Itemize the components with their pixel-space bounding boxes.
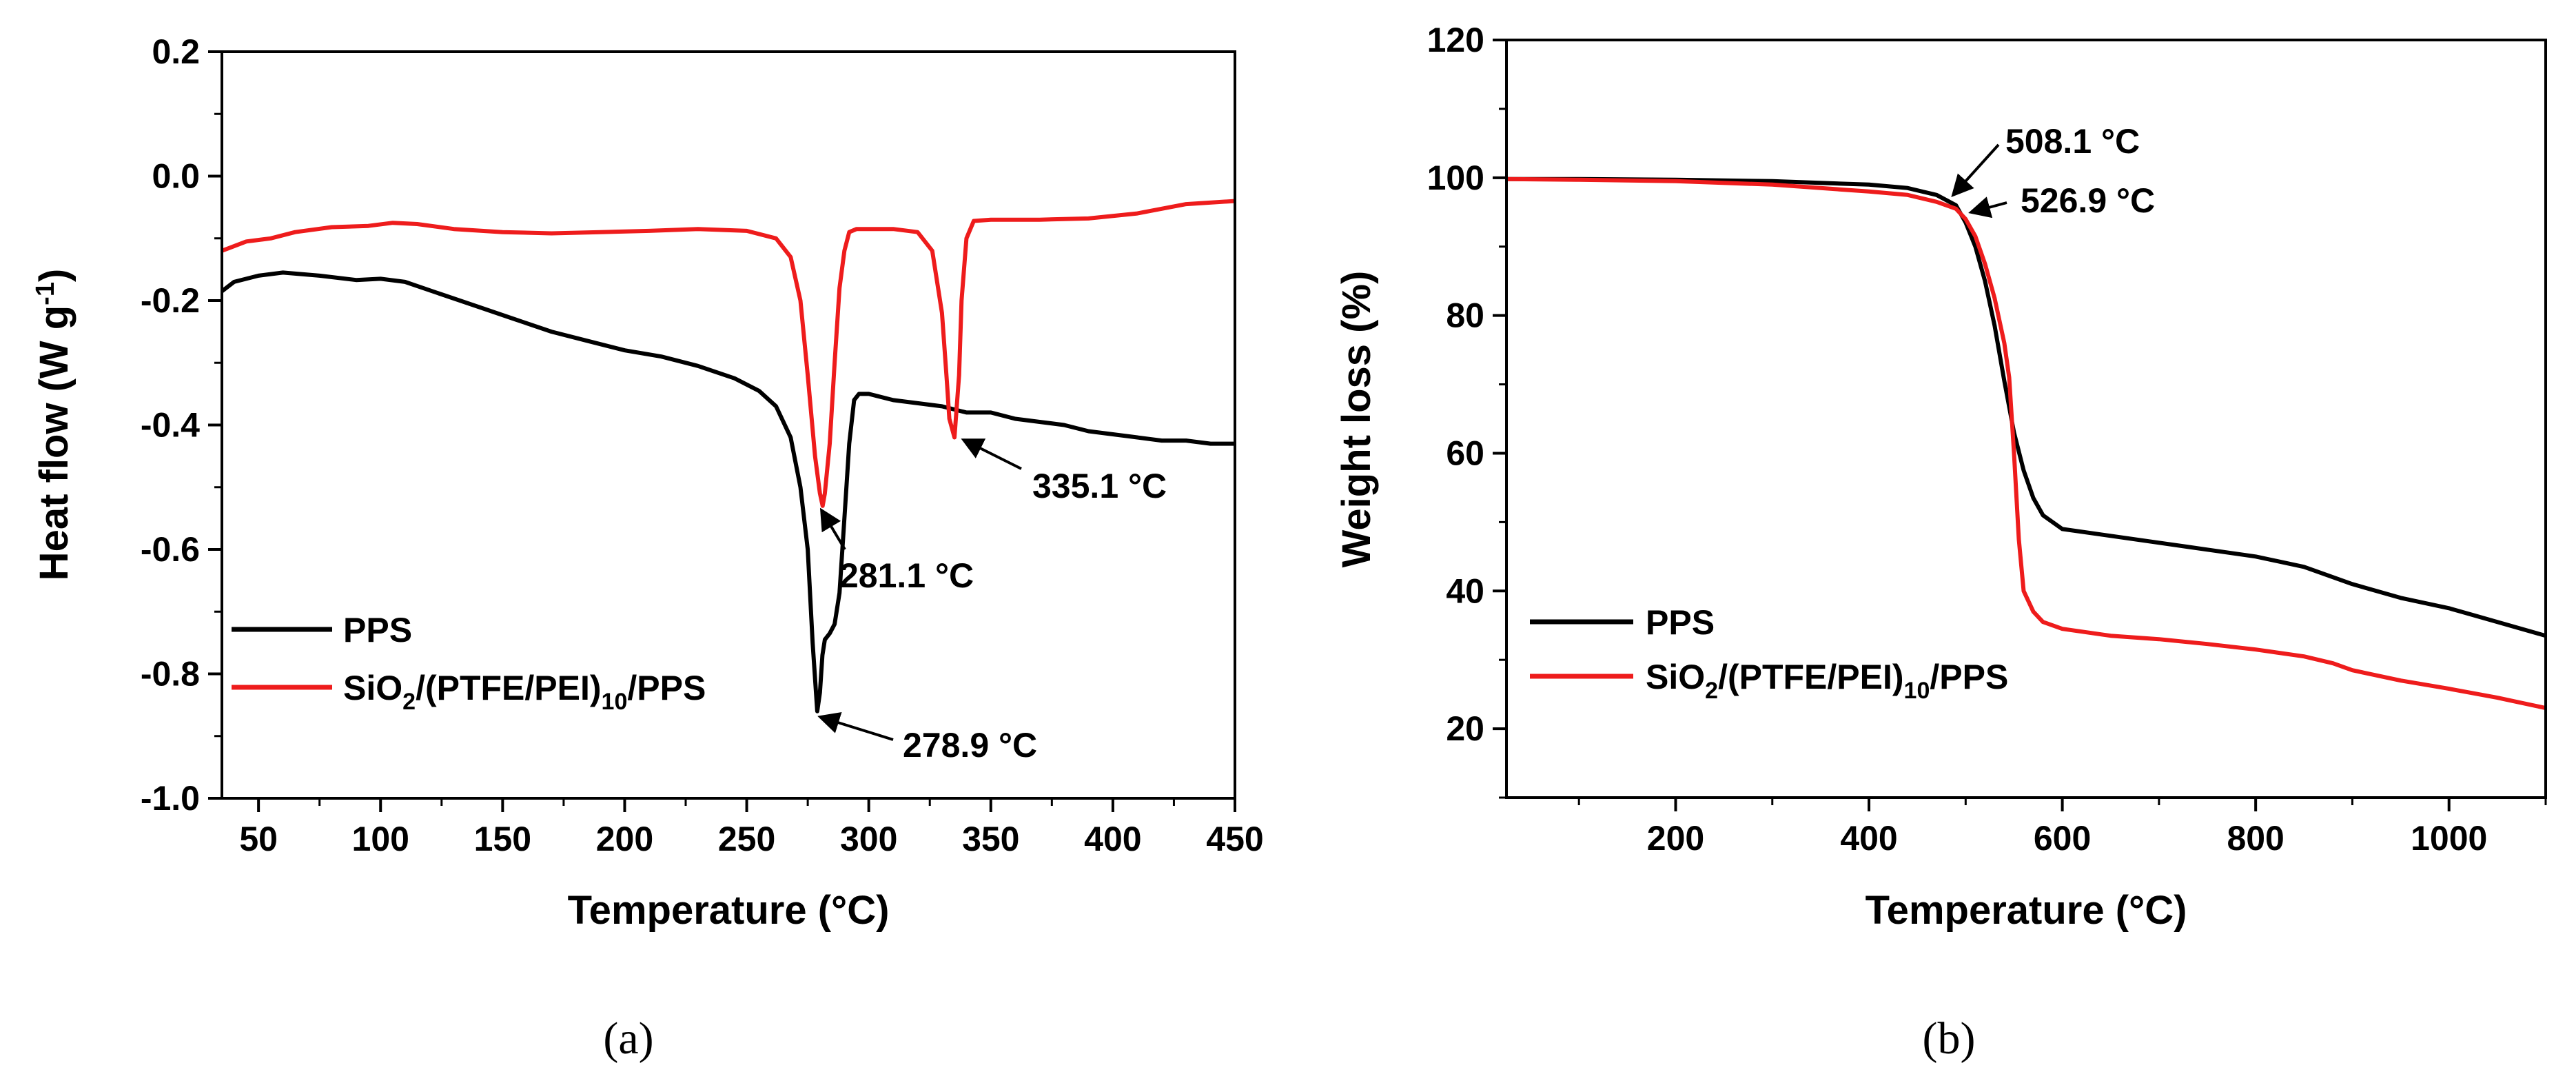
chart-panel-b: 200 400 600 800 1000 20 40 60 80 100 120 Temperatu… xyxy=(1334,21,2547,1064)
series-group-b xyxy=(1506,176,2546,711)
series-line-b-composite xyxy=(1506,176,2546,711)
svg-text:Heat flow (W g-1): Heat flow (W g-1) xyxy=(31,269,76,581)
annotation-arrow-278 xyxy=(817,712,894,741)
plot-area-a: 50 100 150 200 250 300 350 400 450 0.2 0.0 -0.2 -0.4… xyxy=(141,32,1264,858)
legend-a: PPS SiO2/(PTFE/PEI)10/PPS xyxy=(232,611,706,715)
annotation-arrow-526 xyxy=(1968,196,2007,219)
annotation-label-281: 281.1 °C xyxy=(839,556,974,595)
legend-a-label-composite: SiO2/(PTFE/PEI)10/PPS xyxy=(343,669,706,715)
x-tick-label-a-4: 250 xyxy=(718,820,775,858)
y-tick-label-b-0: 20 xyxy=(1446,709,1484,748)
y-tick-label-b-2: 60 xyxy=(1446,434,1484,472)
x-tick-label-b-1: 400 xyxy=(1840,819,1897,858)
annotation-arrow-281 xyxy=(819,507,846,551)
annotation-arrow-335 xyxy=(961,438,1022,470)
y-tick-label-a-5: -0.8 xyxy=(141,655,200,694)
y-tick-label-a-6: -1.0 xyxy=(141,779,200,818)
panel-label-a: (a) xyxy=(603,1013,653,1064)
y-tick-label-b-4: 100 xyxy=(1427,159,1484,197)
annotations-b: 508.1 °C 526.9 °C xyxy=(1951,122,2155,220)
x-tick-label-a-8: 450 xyxy=(1206,820,1263,858)
annotation-label-508: 508.1 °C xyxy=(2005,122,2140,161)
tick-group-b: 200 400 600 800 1000 20 40 60 80 100 120 xyxy=(1427,21,2547,858)
annotation-arrow-508 xyxy=(1951,143,2000,197)
x-tick-label-a-0: 50 xyxy=(239,820,278,858)
series-line-b-pps xyxy=(1506,176,2546,638)
y-tick-label-a-0: 0.2 xyxy=(152,32,200,71)
x-tick-label-a-6: 350 xyxy=(962,820,1019,858)
y-axis-title-a-main: Heat flow (W g xyxy=(32,305,76,581)
tick-group-a: 50 100 150 200 250 300 350 400 450 0.2 0.0 -0.2 -0.4… xyxy=(141,32,1264,858)
chart-panel-a: 50 100 150 200 250 300 350 400 450 0.2 0.0 -0.2 -0.4… xyxy=(31,32,1264,1064)
x-axis-title-b: Temperature (°C) xyxy=(1865,888,2187,933)
series-line-a-composite xyxy=(221,199,1236,508)
y-axis-title-a-close: ) xyxy=(32,269,76,282)
x-tick-label-b-2: 600 xyxy=(2034,819,2091,858)
legend-b-label-pps: PPS xyxy=(1646,603,1715,642)
plot-frame-a xyxy=(221,50,1236,800)
x-tick-label-a-2: 150 xyxy=(474,820,531,858)
annotation-label-278: 278.9 °C xyxy=(903,726,1037,765)
legend-b-label-composite: SiO2/(PTFE/PEI)10/PPS xyxy=(1646,658,2008,704)
y-tick-label-a-1: 0.0 xyxy=(152,157,200,196)
y-axis-title-a: Heat flow (W g-1) xyxy=(31,269,76,581)
annotation-label-526: 526.9 °C xyxy=(2021,181,2155,220)
x-tick-label-a-3: 200 xyxy=(596,820,653,858)
legend-a-label-pps: PPS xyxy=(343,611,412,649)
x-tick-label-a-1: 100 xyxy=(352,820,409,858)
y-tick-label-b-3: 80 xyxy=(1446,296,1484,335)
x-tick-label-a-5: 300 xyxy=(840,820,897,858)
plot-area-b: 200 400 600 800 1000 20 40 60 80 100 120 xyxy=(1427,21,2547,858)
y-axis-title-b: Weight loss (%) xyxy=(1334,271,1379,568)
x-tick-label-b-0: 200 xyxy=(1647,819,1704,858)
x-tick-label-b-4: 1000 xyxy=(2411,819,2487,858)
y-tick-label-a-4: -0.6 xyxy=(141,530,200,569)
legend-b: PPS SiO2/(PTFE/PEI)10/PPS xyxy=(1530,603,2008,704)
x-tick-label-b-3: 800 xyxy=(2227,819,2284,858)
y-tick-label-b-5: 120 xyxy=(1427,21,1484,59)
x-tick-label-a-7: 400 xyxy=(1084,820,1141,858)
annotation-label-335: 335.1 °C xyxy=(1032,467,1167,505)
x-axis-title-a: Temperature (°C) xyxy=(568,888,890,933)
y-tick-label-a-3: -0.4 xyxy=(141,406,200,445)
y-tick-label-b-1: 40 xyxy=(1446,571,1484,610)
annotations-a: 335.1 °C 281.1 °C 278.9 °C xyxy=(817,438,1167,765)
series-line-a-pps xyxy=(221,270,1235,713)
y-axis-title-a-sup: -1 xyxy=(31,282,60,305)
plot-frame-b xyxy=(1505,39,2547,799)
series-group-a xyxy=(221,199,1236,713)
panel-label-b: (b) xyxy=(1923,1013,1976,1064)
y-tick-label-a-2: -0.2 xyxy=(141,281,200,320)
